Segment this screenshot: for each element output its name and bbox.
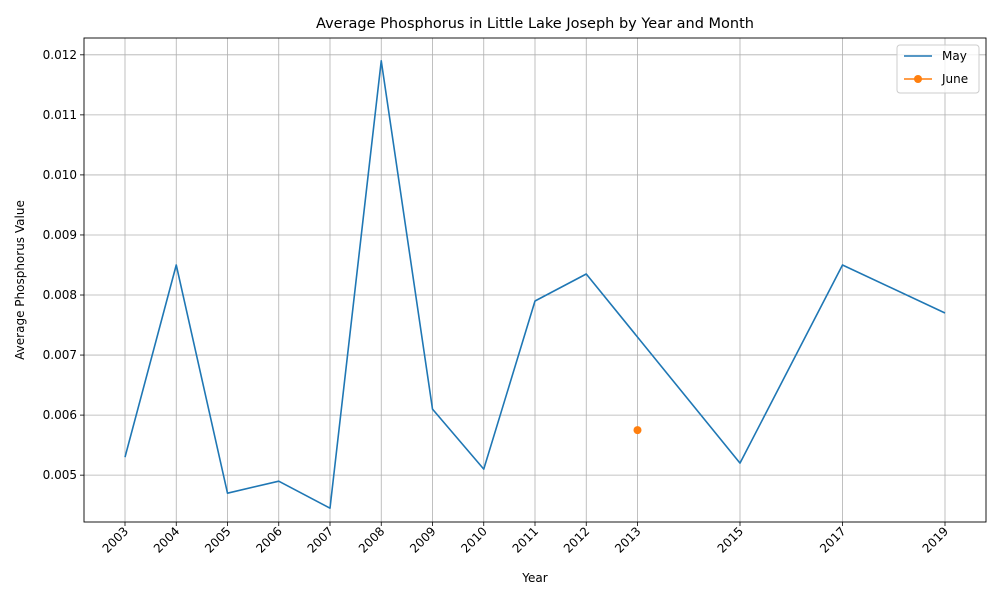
- y-tick-label: 0.007: [43, 348, 77, 362]
- x-tick-label: 2019: [920, 524, 951, 555]
- x-tick-label: 2008: [356, 524, 387, 555]
- legend-june-marker: [914, 75, 922, 83]
- x-tick-label: 2009: [407, 524, 438, 555]
- x-tick-label: 2012: [561, 524, 592, 555]
- y-tick-label: 0.005: [43, 468, 77, 482]
- grid: [84, 38, 986, 522]
- x-tick-label: 2005: [202, 524, 233, 555]
- x-tick-label: 2011: [510, 524, 541, 555]
- x-tick-label: 2004: [151, 524, 182, 555]
- y-tick-label: 0.006: [43, 408, 77, 422]
- x-axis-title: Year: [521, 571, 547, 585]
- x-tick-label: 2013: [612, 524, 643, 555]
- y-axis-title: Average Phosphorus Value: [13, 200, 27, 360]
- x-tick-label: 2007: [305, 524, 336, 555]
- y-tick-label: 0.011: [43, 108, 77, 122]
- x-tick-label: 2017: [817, 524, 848, 555]
- series-layer: [124, 60, 946, 509]
- x-tick-label: 2006: [253, 524, 284, 555]
- ticks: 2003 2004 2005 2006 2007 2008 2009 2010 2011 2012…: [43, 48, 951, 556]
- y-tick-label: 0.009: [43, 228, 77, 242]
- chart-title: Average Phosphorus in Little Lake Joseph…: [316, 16, 754, 32]
- y-tick-label: 0.008: [43, 288, 77, 302]
- series-june-point: [633, 426, 642, 435]
- legend-june-label: June: [941, 72, 968, 86]
- x-tick-label: 2003: [100, 524, 131, 555]
- x-tick-label: 2015: [715, 524, 746, 555]
- y-tick-label: 0.010: [43, 168, 77, 182]
- legend: May June: [896, 44, 980, 94]
- legend-may-label: May: [942, 49, 967, 63]
- series-may-line: [124, 60, 946, 509]
- x-tick-label: 2010: [458, 524, 489, 555]
- y-tick-label: 0.012: [43, 48, 77, 62]
